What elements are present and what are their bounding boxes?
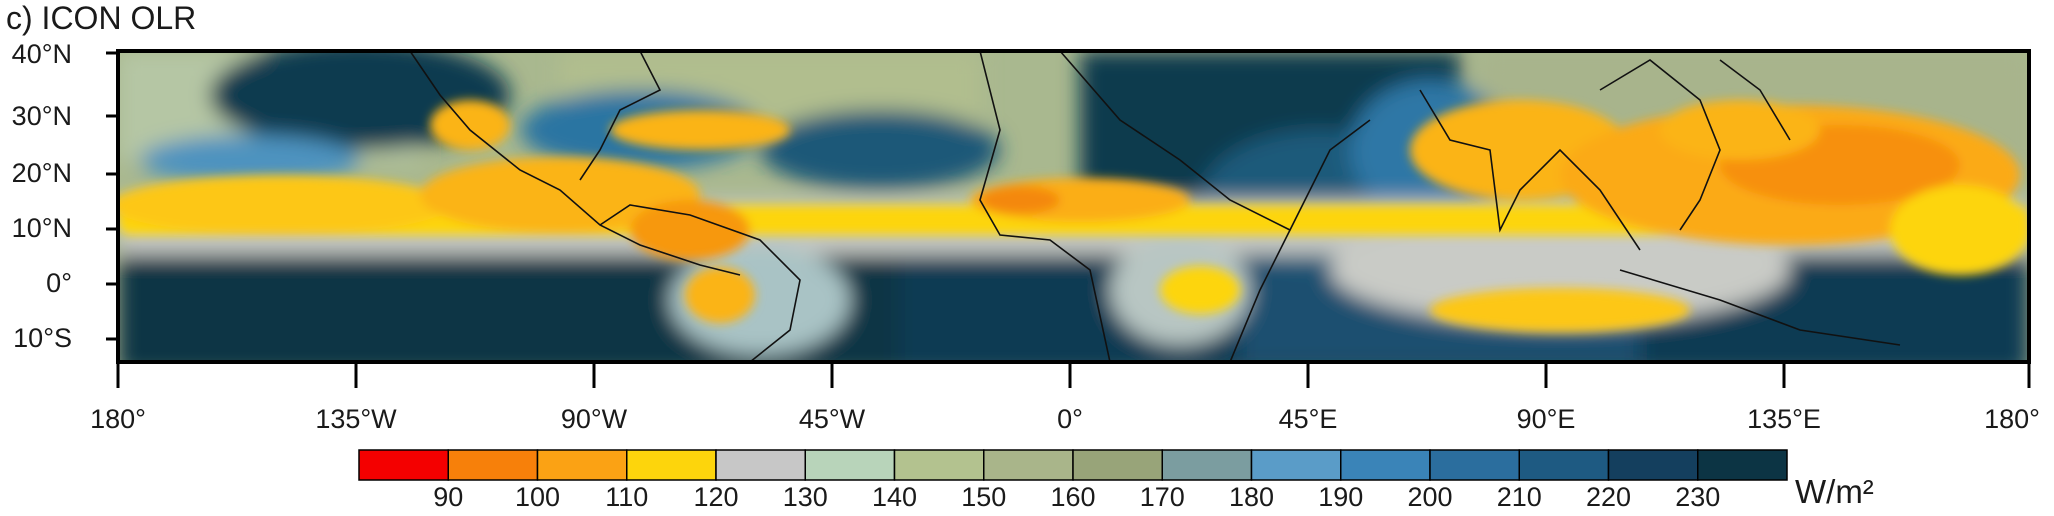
map-title: c) ICON OLR — [6, 0, 197, 36]
olr-field — [118, 51, 2029, 362]
colorbar-box — [893, 449, 985, 481]
colorbar-tick-label: 100 — [514, 482, 561, 512]
colorbar-box — [1250, 449, 1342, 481]
colorbar-tick-label: 180 — [1228, 482, 1275, 512]
lon-label-135w: 135°W — [315, 404, 397, 434]
colorbar-tick-label: 160 — [1050, 482, 1096, 512]
map-frame — [116, 49, 2031, 364]
colorbar-box — [1518, 449, 1610, 481]
colorbar-box — [804, 449, 896, 481]
colorbar-tick-label: 170 — [1139, 482, 1185, 512]
colorbar-tick-label: 120 — [693, 482, 739, 512]
lon-label-135e: 135°E — [1747, 404, 1821, 434]
colorbar-box — [1697, 449, 1788, 481]
colorbar-tick-label: 130 — [782, 482, 828, 512]
lat-label-40n: 40°N — [11, 39, 72, 69]
colorbar-box — [626, 449, 717, 481]
colorbar-tick-label: 140 — [871, 482, 918, 512]
lat-label-20n: 20°N — [11, 158, 72, 188]
lon-label-180e: 180° — [1984, 404, 2040, 434]
colorbar-box — [536, 449, 628, 481]
colorbar-tick-label: 110 — [605, 482, 649, 512]
colorbar-tick-label: 190 — [1318, 482, 1364, 512]
lon-label-180w: 180° — [90, 404, 146, 434]
colorbar-tick-label: 150 — [961, 482, 1007, 512]
colorbar — [358, 449, 1788, 481]
colorbar-box — [715, 449, 806, 481]
colorbar-box — [1340, 449, 1431, 481]
lon-label-0: 0° — [1057, 404, 1083, 434]
coastlines — [409, 51, 1901, 362]
colorbar-box — [358, 449, 449, 481]
colorbar-box — [1607, 449, 1699, 481]
lat-label-30n: 30°N — [11, 101, 72, 131]
colorbar-tick-label: 230 — [1675, 482, 1721, 512]
lat-label-10n: 10°N — [11, 213, 72, 243]
colorbar-tick-label: 200 — [1407, 482, 1453, 512]
lon-label-45w: 45°W — [798, 404, 866, 434]
colorbar-units: W/m² — [1795, 473, 1874, 510]
lat-label-10s: 10°S — [13, 323, 72, 353]
colorbar-box — [983, 449, 1074, 481]
colorbar-tick-label: 220 — [1585, 482, 1632, 512]
colorbar-box — [1161, 449, 1253, 481]
lon-label-90e: 90°E — [1516, 404, 1576, 434]
colorbar-tick-label: 90 — [433, 482, 464, 512]
colorbar-box — [1429, 449, 1520, 481]
colorbar-tick-label: 210 — [1496, 482, 1542, 512]
lat-label-0: 0° — [46, 268, 72, 298]
lon-label-45e: 45°E — [1278, 404, 1338, 434]
colorbar-box — [1072, 449, 1163, 481]
axis-ticks — [106, 51, 2031, 388]
colorbar-box — [447, 449, 539, 481]
lon-label-90w: 90°W — [560, 404, 628, 434]
